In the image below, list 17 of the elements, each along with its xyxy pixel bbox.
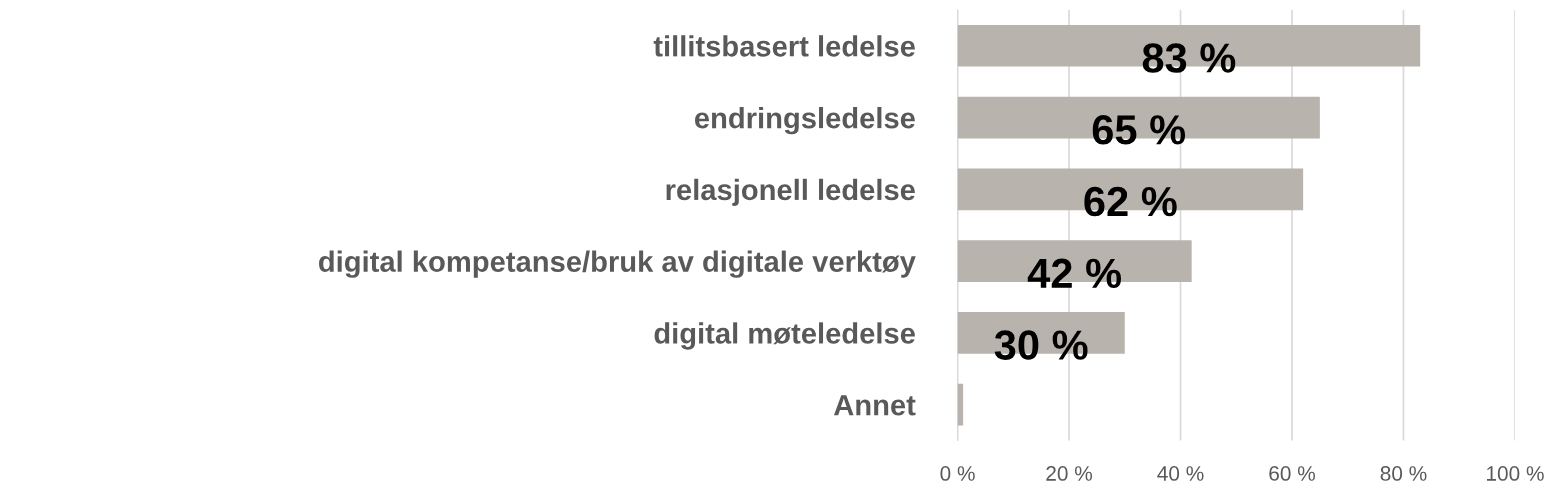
y-tick-label: Annet [833,395,916,416]
y-tick-label: endringsledelse [694,106,915,135]
data-label: 83 % [1142,43,1236,73]
y-tick-label: tillitsbasert ledelse [653,35,915,57]
x-tick-label: 20 % [1046,466,1093,481]
x-tick-label: 0 % [940,466,975,481]
x-tick-label: 40 % [1157,466,1204,481]
x-tick-label: 60 % [1269,466,1315,481]
data-label: 65 % [1092,115,1186,145]
x-tick-label: 80 % [1380,466,1427,481]
data-label: 30 % [994,330,1088,360]
data-label: 62 % [1084,186,1177,217]
y-tick-label: relasjonell ledelse [666,178,915,206]
x-tick-label: 100 % [1487,466,1544,481]
y-tick-label: digital kompetanse/bruk av digitale verktøy [319,250,916,278]
data-label: 42 % [1027,258,1121,288]
y-tick-label: digital møteledelse [654,322,915,350]
